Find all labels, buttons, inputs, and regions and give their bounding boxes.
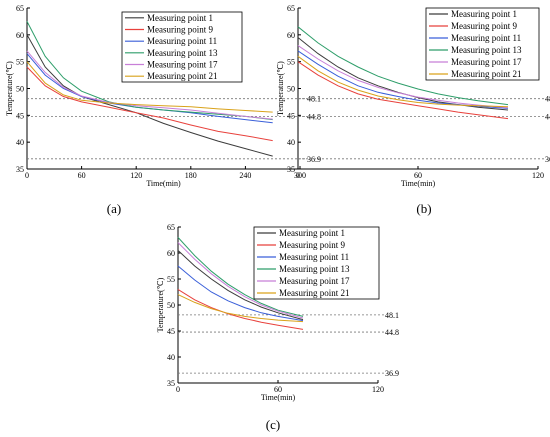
legend-entry: Measuring point 11 [279, 252, 349, 262]
legend-entry: Measuring point 13 [147, 48, 218, 58]
series-line [297, 61, 509, 120]
reference-line-label: 48.1 [385, 311, 399, 320]
legend-entry: Measuring point 17 [279, 276, 350, 286]
y-tick-label: 40 [167, 353, 175, 362]
legend-entry: Measuring point 21 [451, 69, 522, 79]
chart-panel-1: 35 40 45 50 55 60 65 0 60 120 Time(min) Temperature… [276, 4, 550, 216]
y-axis-label: Temperature(℃) [276, 61, 285, 116]
reference-line-label: 44.8 [545, 112, 550, 121]
x-tick-label: 0 [25, 171, 29, 180]
x-tick-label: 120 [532, 171, 544, 180]
series-line [177, 294, 304, 323]
legend-entry: Measuring point 17 [147, 60, 218, 70]
series-line [297, 55, 509, 108]
y-tick-label: 65 [167, 223, 175, 232]
y-tick-label: 50 [287, 85, 295, 94]
series-line [26, 50, 273, 120]
x-tick-label: 60 [274, 385, 282, 394]
reference-line-label: 44.8 [385, 328, 399, 337]
y-tick-label: 35 [167, 379, 175, 388]
chart-panel-2: 35 40 45 50 55 60 65 0 60 120 Time(min) Temperature… [156, 223, 399, 432]
chart-panel-0: 35 40 45 50 55 60 65 0 60 120 180 240 300 Time(min) Te… [5, 4, 321, 216]
y-axis-label: Temperature(℃) [156, 277, 165, 332]
legend-entry: Measuring point 9 [279, 240, 345, 250]
y-tick-label: 60 [167, 249, 175, 258]
series-line [177, 250, 304, 321]
x-tick-label: 60 [78, 171, 86, 180]
legend-entry: Measuring point 9 [147, 25, 213, 35]
series-line [26, 66, 273, 142]
y-tick-label: 35 [287, 165, 295, 174]
x-tick-label: 120 [372, 385, 384, 394]
y-tick-label: 60 [16, 31, 24, 40]
reference-line-label: 36.9 [385, 369, 399, 378]
y-tick-label: 35 [16, 165, 24, 174]
legend-entry: Measuring point 17 [451, 57, 522, 67]
y-tick-label: 55 [167, 275, 175, 284]
reference-line-label: 48.1 [307, 95, 321, 104]
y-tick-label: 50 [167, 301, 175, 310]
x-tick-label: 240 [239, 171, 251, 180]
y-tick-label: 45 [167, 327, 175, 336]
legend-entry: Measuring point 13 [279, 264, 350, 274]
series-line [177, 237, 304, 317]
reference-line-label: 36.9 [545, 155, 550, 164]
reference-line-label: 48.1 [545, 95, 550, 104]
y-tick-label: 40 [287, 138, 295, 147]
panel-label: (a) [107, 201, 121, 216]
y-tick-label: 65 [16, 4, 24, 13]
legend-entry: Measuring point 1 [451, 9, 517, 19]
panel-label: (c) [266, 417, 280, 432]
reference-line-label: 44.8 [307, 112, 321, 121]
x-axis-label: Time(min) [146, 179, 181, 188]
y-tick-label: 60 [287, 31, 295, 40]
y-tick-label: 55 [16, 58, 24, 67]
x-tick-label: 180 [185, 171, 197, 180]
legend-entry: Measuring point 1 [147, 13, 213, 23]
x-tick-label: 0 [296, 171, 300, 180]
legend-entry: Measuring point 9 [451, 21, 517, 31]
legend-entry: Measuring point 21 [279, 288, 350, 298]
y-tick-label: 65 [287, 4, 295, 13]
x-tick-label: 0 [176, 385, 180, 394]
series-line [177, 288, 304, 330]
series-line [297, 26, 509, 106]
x-tick-label: 300 [294, 171, 306, 180]
series-line [297, 45, 509, 109]
legend [425, 7, 540, 81]
legend-entry: Measuring point 11 [147, 36, 217, 46]
y-axis-label: Temperature(℃) [5, 61, 14, 116]
y-tick-label: 40 [16, 138, 24, 147]
x-axis-label: Time(min) [401, 179, 436, 188]
series-line [26, 21, 273, 121]
y-tick-label: 45 [287, 111, 295, 120]
legend-entry: Measuring point 11 [451, 33, 521, 43]
legend-entry: Measuring point 21 [147, 71, 218, 81]
legend [253, 226, 380, 300]
series-line [177, 265, 304, 322]
legend-entry: Measuring point 1 [279, 228, 345, 238]
x-tick-label: 60 [414, 171, 422, 180]
panel-label: (b) [416, 201, 431, 216]
x-axis-label: Time(min) [261, 393, 296, 402]
reference-line-label: 36.9 [307, 155, 321, 164]
legend [121, 11, 243, 83]
series-line [26, 61, 273, 113]
y-tick-label: 55 [287, 58, 295, 67]
legend-entry: Measuring point 13 [451, 45, 522, 55]
series-line [177, 242, 304, 319]
x-tick-label: 120 [130, 171, 142, 180]
y-tick-label: 45 [16, 111, 24, 120]
y-tick-label: 50 [16, 85, 24, 94]
